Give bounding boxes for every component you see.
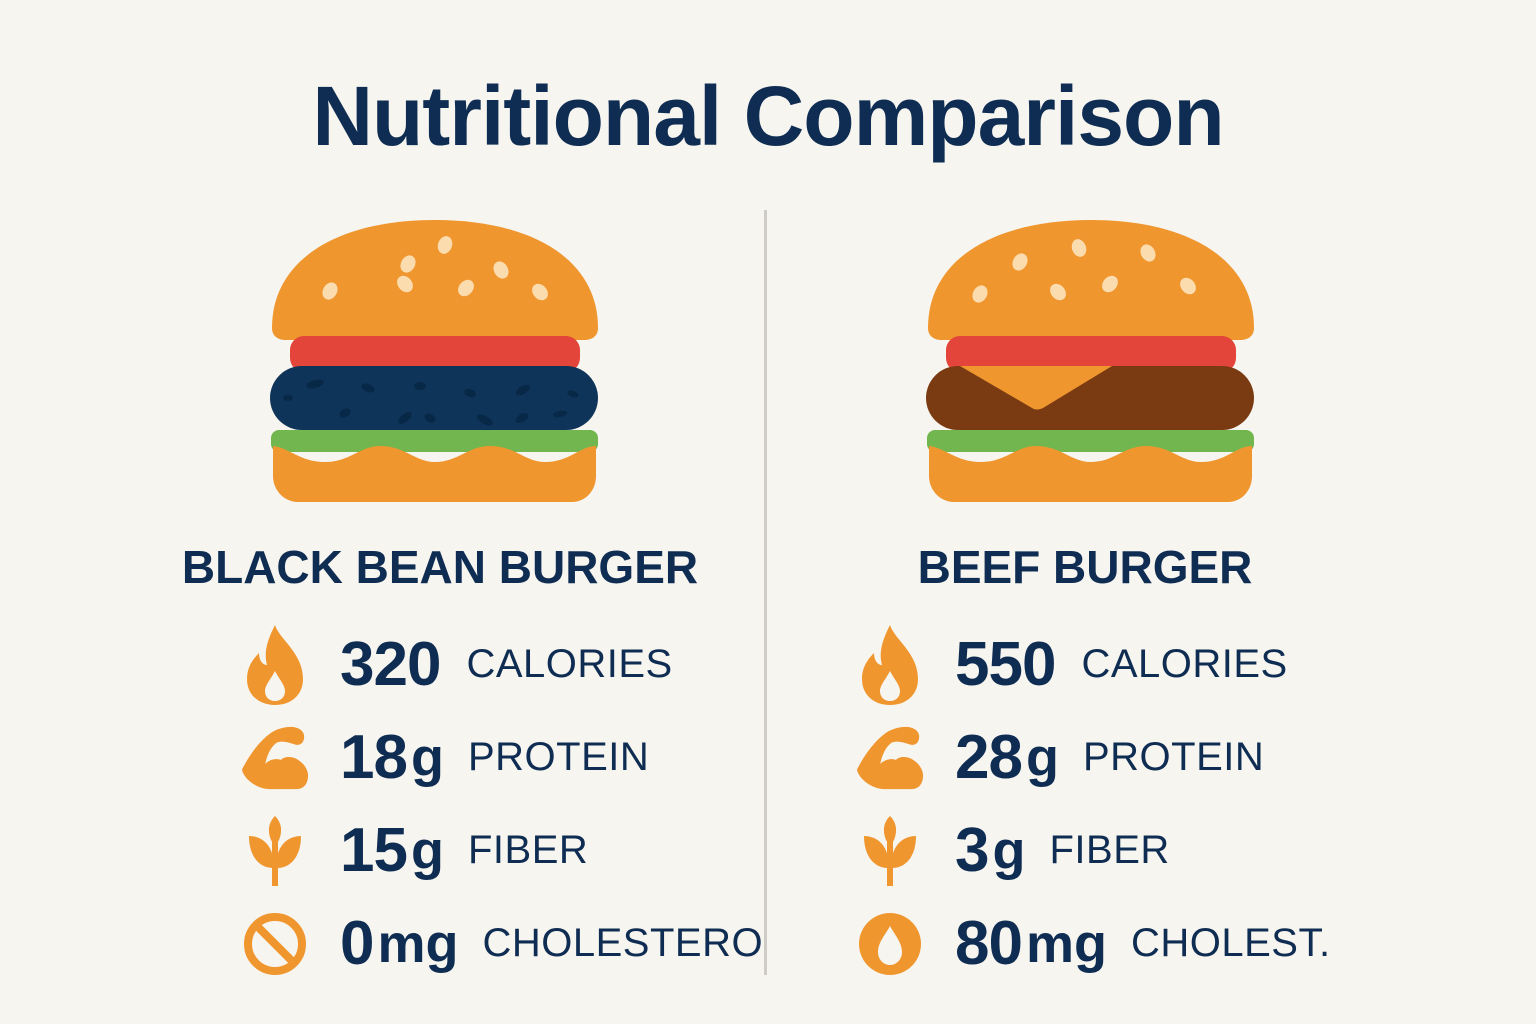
black-bean-stats: 320 CALORIES 18 g PROTEIN 15 g FIBER 0 mg C… xyxy=(240,618,763,990)
stat-protein: 18 g PROTEIN xyxy=(240,711,763,804)
stat-calories: 320 CALORIES xyxy=(240,618,763,711)
flexed-arm-icon xyxy=(855,723,925,793)
column-divider xyxy=(764,210,767,975)
stat-fiber: 15 g FIBER xyxy=(240,804,763,897)
drop-icon xyxy=(855,909,925,979)
stat-calories: 550 CALORIES xyxy=(855,618,1331,711)
black-bean-burger-title: BLACK BEAN BURGER xyxy=(181,541,699,593)
flame-icon xyxy=(240,624,310,705)
flame-icon xyxy=(855,624,925,705)
stat-protein: 28 g PROTEIN xyxy=(855,711,1331,804)
beef-burger-illustration xyxy=(926,218,1256,508)
no-symbol-icon xyxy=(240,909,310,979)
stat-cholesterol: 0 mg CHOLESTERO xyxy=(240,897,763,990)
sprout-icon xyxy=(855,815,925,886)
black-bean-burger-illustration xyxy=(270,218,600,508)
page-title: Nutritional Comparison xyxy=(312,69,1224,163)
stat-cholesterol: 80 mg CHOLEST. xyxy=(855,897,1331,990)
beef-burger-title: BEEF BURGER xyxy=(917,541,1253,593)
sprout-icon xyxy=(240,815,310,886)
flexed-arm-icon xyxy=(240,723,310,793)
